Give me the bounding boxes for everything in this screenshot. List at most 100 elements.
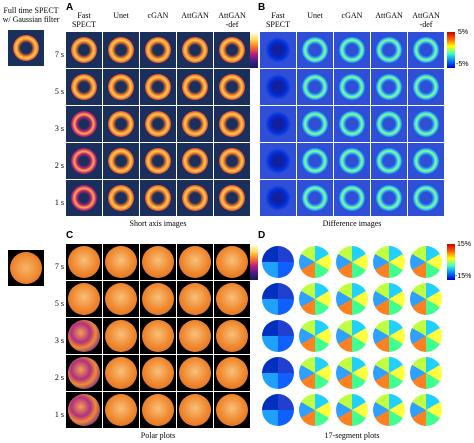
- short-axis-image: [140, 32, 176, 68]
- difference-image: [334, 180, 370, 216]
- short-axis-image: [103, 106, 139, 142]
- caption-short-axis: Short axis images: [129, 219, 187, 228]
- difference-image: [371, 143, 407, 179]
- row-label: 5 s: [54, 87, 64, 96]
- column-header: Unet: [307, 11, 323, 20]
- short-axis-image: [177, 180, 213, 216]
- row-label: 3 s: [54, 336, 64, 345]
- segment-plot-grid: [260, 244, 444, 428]
- difference-image: [334, 69, 370, 105]
- segment-plot: [371, 318, 407, 354]
- reference-title: Full time SPECT w/ Gaussian filter: [2, 6, 60, 24]
- difference-image: [334, 106, 370, 142]
- polar-plot: [103, 244, 139, 280]
- short-axis-image: [140, 106, 176, 142]
- segment-plot: [334, 355, 370, 391]
- panel-letter-c: C: [66, 230, 74, 241]
- polar-plot: [177, 281, 213, 317]
- polar-plot: [103, 281, 139, 317]
- segment-plot: [371, 244, 407, 280]
- segment-plot: [260, 355, 296, 391]
- row-label: 3 s: [54, 124, 64, 133]
- difference-image: [260, 69, 296, 105]
- short-axis-image: [66, 32, 102, 68]
- polar-plot: [103, 355, 139, 391]
- column-header: AttGAN: [375, 11, 403, 20]
- reference-short-axis-image: [8, 30, 44, 66]
- polar-plot: [140, 318, 176, 354]
- segment-plot: [297, 318, 333, 354]
- colorbar-segment-max: 15%: [457, 241, 472, 248]
- difference-image: [297, 106, 333, 142]
- short-axis-image: [103, 32, 139, 68]
- column-header: Fast SPECT: [265, 11, 290, 29]
- short-axis-image: [103, 180, 139, 216]
- difference-image: [260, 32, 296, 68]
- colorbar-difference-max: 5%: [458, 29, 469, 36]
- difference-image: [371, 69, 407, 105]
- short-axis-image: [214, 143, 250, 179]
- short-axis-image: [177, 143, 213, 179]
- short-axis-image: [177, 106, 213, 142]
- column-header: AttGAN: [181, 11, 209, 20]
- segment-plot: [408, 355, 444, 391]
- polar-plot: [214, 318, 250, 354]
- colorbar-segment: [447, 244, 455, 280]
- segment-plot: [408, 281, 444, 317]
- segment-plot: [297, 392, 333, 428]
- polar-plot: [103, 392, 139, 428]
- segment-plot: [371, 392, 407, 428]
- segment-plot: [334, 318, 370, 354]
- short-axis-image: [214, 32, 250, 68]
- colorbar-polar: [250, 244, 258, 280]
- difference-image: [371, 32, 407, 68]
- polar-plot: [214, 244, 250, 280]
- row-label: 1 s: [54, 410, 64, 419]
- short-axis-image-grid: [66, 32, 250, 216]
- reference-polar-plot: [8, 250, 44, 286]
- short-axis-image: [66, 69, 102, 105]
- difference-image: [334, 32, 370, 68]
- difference-image: [408, 180, 444, 216]
- short-axis-image: [103, 69, 139, 105]
- colorbar-short-axis: [250, 32, 258, 68]
- difference-image: [408, 106, 444, 142]
- difference-image: [334, 143, 370, 179]
- segment-plot: [260, 318, 296, 354]
- short-axis-image: [66, 180, 102, 216]
- difference-image: [371, 106, 407, 142]
- segment-plot: [297, 244, 333, 280]
- colorbar-difference-min: -5%: [456, 61, 469, 68]
- column-header: Fast SPECT: [71, 11, 96, 29]
- segment-plot: [408, 392, 444, 428]
- difference-image: [297, 32, 333, 68]
- difference-image: [408, 143, 444, 179]
- polar-plot: [177, 318, 213, 354]
- difference-image: [260, 143, 296, 179]
- polar-plot: [177, 355, 213, 391]
- polar-plot: [66, 355, 102, 391]
- caption-difference: Difference images: [322, 219, 382, 228]
- row-label: 7 s: [54, 50, 64, 59]
- polar-plot: [140, 392, 176, 428]
- column-header: AttGAN -def: [412, 11, 440, 29]
- short-axis-image: [214, 69, 250, 105]
- short-axis-image: [103, 143, 139, 179]
- polar-plot: [103, 318, 139, 354]
- polar-plot: [140, 281, 176, 317]
- difference-image: [297, 180, 333, 216]
- segment-plot: [260, 392, 296, 428]
- segment-plot: [260, 281, 296, 317]
- polar-plot: [66, 244, 102, 280]
- difference-image: [297, 143, 333, 179]
- row-label: 7 s: [54, 262, 64, 271]
- difference-image: [371, 180, 407, 216]
- row-label: 1 s: [54, 198, 64, 207]
- difference-image: [260, 180, 296, 216]
- colorbar-segment-min: -15%: [455, 273, 472, 280]
- short-axis-image: [66, 106, 102, 142]
- polar-plot: [66, 318, 102, 354]
- panel-letter-a: A: [66, 2, 74, 13]
- column-header: Unet: [113, 11, 129, 20]
- segment-plot: [297, 355, 333, 391]
